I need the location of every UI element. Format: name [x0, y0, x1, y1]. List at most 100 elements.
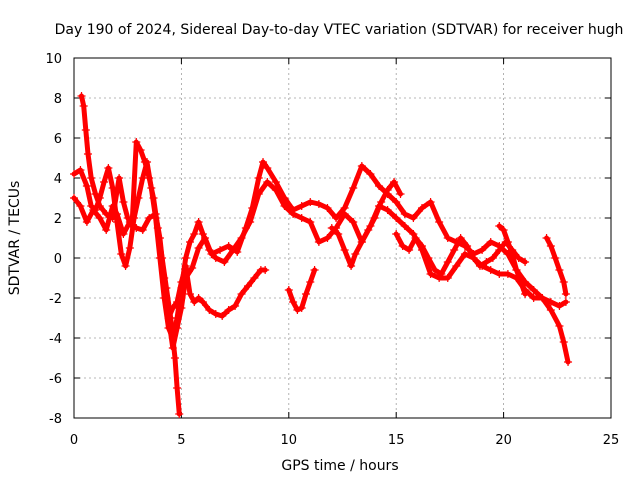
data-point [246, 218, 255, 226]
data-point [81, 126, 90, 134]
data-point [488, 254, 497, 262]
data-point [495, 222, 504, 230]
data-point [243, 282, 252, 290]
data-point [314, 238, 323, 246]
data-point [125, 244, 134, 252]
data-point [79, 102, 88, 110]
data-point [529, 286, 538, 294]
data-point [437, 270, 446, 278]
data-point [117, 250, 126, 258]
data-point [538, 294, 547, 302]
data-point [559, 338, 568, 346]
data-point [162, 284, 171, 292]
data-point [349, 184, 358, 192]
data-point [351, 250, 360, 258]
data-point [443, 274, 452, 282]
data-point [323, 234, 332, 242]
data-point [503, 238, 512, 246]
data-point [555, 302, 564, 310]
data-point [237, 234, 246, 242]
data-point [450, 246, 459, 254]
data-point [198, 230, 207, 238]
data-point [559, 278, 568, 286]
data-point [220, 258, 229, 266]
data-point [194, 218, 203, 226]
data-point [83, 150, 92, 158]
data-point [119, 198, 128, 206]
data-point [400, 222, 409, 230]
y-tick-label: -2 [49, 292, 62, 307]
data-point [486, 266, 495, 274]
data-point [469, 254, 478, 262]
data-point [70, 194, 78, 202]
data-point [228, 246, 237, 254]
data-series [70, 92, 573, 418]
data-point [452, 262, 461, 270]
grid [74, 58, 611, 418]
data-point [383, 206, 392, 214]
data-point [87, 174, 96, 182]
data-point [546, 306, 555, 314]
data-point [91, 190, 100, 198]
data-point [495, 246, 504, 254]
data-point [306, 218, 315, 226]
y-tick-label: 6 [54, 132, 62, 147]
data-point [254, 190, 263, 198]
data-point [173, 384, 182, 392]
data-point [364, 226, 373, 234]
data-point [224, 242, 233, 250]
data-point [190, 298, 199, 306]
data-point [340, 210, 349, 218]
data-point [411, 234, 420, 242]
data-point [132, 138, 141, 146]
data-point [185, 238, 194, 246]
data-point [76, 166, 85, 174]
data-point [284, 286, 293, 294]
data-point [121, 262, 130, 270]
data-point [508, 250, 517, 258]
data-point [194, 294, 203, 302]
y-tick-label: 0 [54, 252, 62, 267]
data-point [521, 258, 530, 266]
data-point [149, 194, 158, 202]
data-point [301, 290, 310, 298]
data-point [175, 410, 184, 418]
data-point [185, 290, 194, 298]
data-point [375, 182, 384, 190]
data-point [289, 210, 298, 218]
data-point [529, 294, 538, 302]
data-point [108, 214, 117, 222]
data-point [231, 302, 240, 310]
data-point [127, 222, 136, 230]
data-point [177, 278, 186, 286]
y-tick-label: 4 [54, 172, 62, 187]
data-point [289, 298, 298, 306]
data-point [551, 254, 560, 262]
data-point [138, 226, 147, 234]
data-point [314, 200, 323, 208]
x-tick-label: 25 [603, 433, 620, 448]
data-point [216, 246, 225, 254]
data-point [521, 290, 530, 298]
series-track-6 [327, 178, 405, 270]
data-point [366, 170, 375, 178]
data-point [426, 270, 435, 278]
x-tick-label: 5 [177, 433, 185, 448]
y-tick-label: -8 [49, 412, 62, 427]
data-point [218, 312, 227, 320]
data-point [181, 254, 190, 262]
data-point [115, 174, 124, 182]
data-point [259, 158, 268, 166]
data-point [495, 270, 504, 278]
data-point [173, 298, 182, 306]
y-tick-label: -6 [49, 372, 62, 387]
data-point [140, 158, 149, 166]
data-point [460, 250, 469, 258]
data-point [357, 162, 366, 170]
data-point [250, 274, 259, 282]
data-point [349, 218, 358, 226]
data-point [261, 266, 270, 274]
y-tick-label: -4 [49, 332, 62, 347]
data-point [112, 218, 121, 226]
